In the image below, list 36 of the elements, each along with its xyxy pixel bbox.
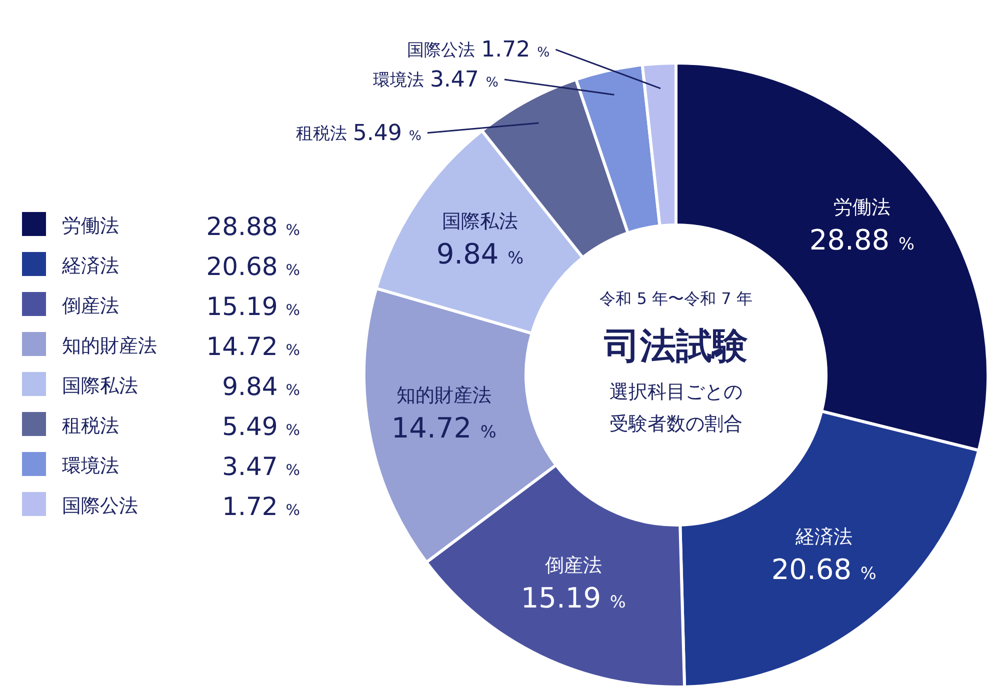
- text: 28.88 %: [206, 212, 300, 241]
- legend-label: 租税法: [62, 415, 119, 437]
- text: 選択科目ごとの: [610, 381, 742, 403]
- legend-label: 国際私法: [62, 375, 138, 397]
- legend-label: 経済法: [61, 255, 119, 277]
- legend-label: 環境法: [62, 455, 119, 477]
- legend-label: 労働法: [62, 215, 119, 237]
- data-label: 5.49 %: [352, 120, 422, 146]
- slice-label: 環境法: [372, 70, 424, 91]
- slice-label: 労働法: [833, 196, 890, 219]
- data-label: 20.68 %: [771, 552, 876, 586]
- text: 5.49 %: [222, 412, 300, 441]
- slice-label: 経済法: [794, 526, 852, 548]
- data-label: 15.19 %: [520, 582, 626, 615]
- text: 14.72 %: [206, 332, 300, 361]
- data-label: 3.47 %: [430, 68, 498, 93]
- text: 9.84 %: [222, 372, 300, 401]
- data-label: 14.72 %: [391, 412, 496, 445]
- legend-label: 倒産法: [62, 295, 119, 317]
- text: 令和 5 年〜令和 7 年: [600, 289, 752, 308]
- text: 15.19 %: [206, 292, 300, 321]
- slice-label: 倒産法: [544, 554, 602, 577]
- legend-label: 知的財産法: [62, 335, 157, 357]
- text: 1.72 %: [222, 492, 300, 521]
- text: 3.47 %: [222, 452, 300, 481]
- slice-label: 租税法: [296, 124, 347, 144]
- slice-label: 国際公法: [407, 40, 476, 61]
- slice-label: 知的財産法: [396, 384, 492, 407]
- text: 受験者数の割合: [610, 413, 742, 435]
- data-label: 9.84 %: [436, 238, 524, 271]
- data-label: 28.88 %: [809, 224, 914, 257]
- slice-label: 国際私法: [442, 210, 518, 233]
- data-label: 1.72 %: [481, 38, 550, 63]
- legend-label: 国際公法: [62, 495, 138, 517]
- text: 司法試験: [603, 326, 748, 367]
- text: 20.68 %: [206, 252, 300, 281]
